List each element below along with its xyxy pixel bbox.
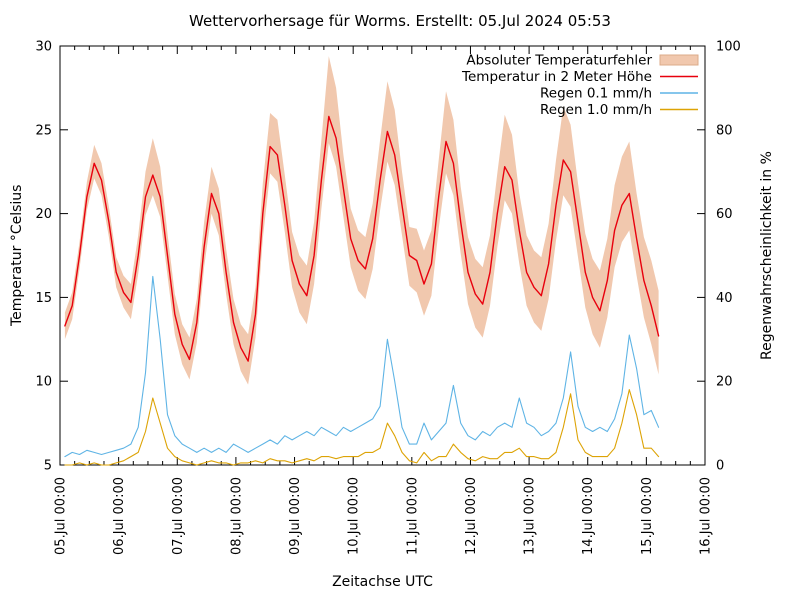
- legend-label: Regen 1.0 mm/h: [540, 102, 652, 118]
- legend-band-swatch: [659, 54, 699, 66]
- y-right-tick-label: 40: [716, 291, 733, 306]
- x-tick-label: 10.Jul 00:00: [347, 477, 362, 555]
- y-left-tick-label: 10: [35, 375, 52, 390]
- rain-01-line: [64, 275, 660, 458]
- legend-label: Temperatur in 2 Meter Höhe: [461, 69, 652, 85]
- y-right-tick-label: 0: [716, 459, 724, 474]
- chart-title: Wettervorhersage für Worms. Erstellt: 05…: [189, 12, 611, 30]
- y-left-tick-label: 5: [44, 459, 52, 474]
- temperature-error-band: [64, 56, 659, 385]
- rain-10-line: [64, 389, 660, 466]
- x-tick-label: 13.Jul 00:00: [523, 477, 538, 555]
- x-tick-label: 08.Jul 00:00: [229, 477, 244, 555]
- x-tick-label: 12.Jul 00:00: [464, 477, 479, 555]
- x-tick-label: 09.Jul 00:00: [288, 477, 303, 555]
- x-tick-label: 06.Jul 00:00: [112, 477, 127, 555]
- y-right-tick-label: 60: [716, 207, 733, 222]
- x-tick-label: 11.Jul 00:00: [405, 477, 420, 555]
- legend-label: Regen 0.1 mm/h: [540, 86, 652, 102]
- y-left-tick-label: 20: [35, 207, 52, 222]
- x-tick-label: 07.Jul 00:00: [171, 477, 186, 555]
- x-tick-label: 05.Jul 00:00: [54, 477, 69, 555]
- y-right-tick-label: 80: [716, 123, 733, 138]
- y-left-tick-label: 25: [35, 123, 52, 138]
- x-tick-label: 15.Jul 00:00: [640, 477, 655, 555]
- x-axis-label: Zeitachse UTC: [332, 574, 433, 590]
- legend-label: Absoluter Temperaturfehler: [466, 53, 652, 69]
- y-right-tick-label: 20: [716, 375, 733, 390]
- x-tick-label: 16.Jul 00:00: [699, 477, 714, 555]
- x-tick-label: 14.Jul 00:00: [581, 477, 596, 555]
- temperature-line: [64, 115, 660, 362]
- y-right-tick-label: 100: [716, 40, 741, 55]
- y-left-tick-label: 15: [35, 291, 52, 306]
- y-left-tick-label: 30: [35, 40, 52, 55]
